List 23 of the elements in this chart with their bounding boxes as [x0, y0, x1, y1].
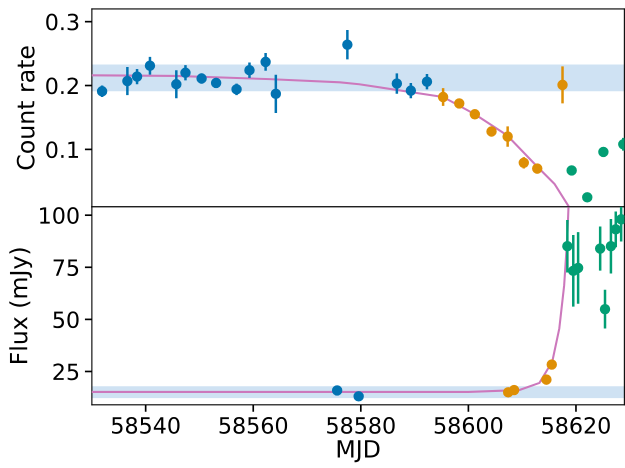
point [332, 385, 342, 396]
y-axis-title: Flux (mJy) [9, 248, 32, 363]
point [353, 391, 364, 402]
y-tick-label: 0.1 [46, 141, 78, 158]
point [582, 192, 592, 202]
point [546, 359, 557, 370]
y-tick-label: 0.2 [46, 77, 78, 94]
y-tick-label: 100 [40, 207, 79, 224]
y-tick-label: 0.3 [46, 14, 78, 30]
y-tick-label: 50 [54, 311, 79, 328]
point [541, 374, 552, 385]
y-axis-title: Count rate [16, 46, 35, 170]
x-axis-title: MJD [338, 440, 380, 462]
y-tick-label: 75 [54, 260, 78, 276]
x-tick-label: 58540 [112, 417, 180, 434]
point [508, 384, 520, 396]
x-tick-label: 58580 [327, 417, 395, 434]
x-tick-label: 58600 [434, 417, 502, 434]
x-tick-label: 58560 [220, 417, 288, 434]
point [566, 165, 577, 176]
x-tick-label: 58620 [542, 417, 610, 434]
y-tick-label: 25 [53, 363, 78, 380]
point [598, 146, 609, 158]
